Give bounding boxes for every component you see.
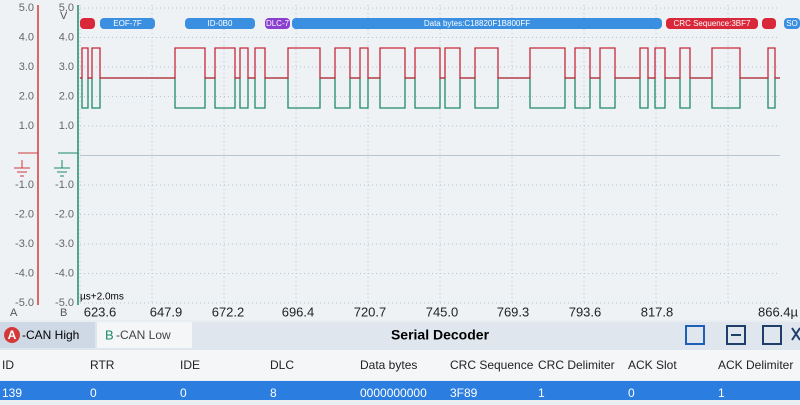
table-row-selected[interactable] bbox=[0, 381, 800, 400]
y-tick-label-b: 5.0 bbox=[59, 2, 74, 14]
x-tick-label: 793.6 bbox=[569, 304, 602, 319]
y-tick-label-b: 3.0 bbox=[59, 61, 74, 73]
x-tick-label: 623.6 bbox=[84, 304, 117, 319]
x-tick-label: 672.2 bbox=[212, 304, 245, 319]
table-cell: 0 bbox=[90, 386, 97, 400]
decoder-segment bbox=[784, 18, 800, 29]
decoder-label: DLC-7 bbox=[266, 19, 290, 28]
decoder-segment bbox=[666, 18, 758, 29]
expand-button[interactable] bbox=[762, 325, 782, 345]
chart-button[interactable] bbox=[685, 325, 705, 345]
table-cell: 0000000000 bbox=[360, 386, 427, 400]
x-tick-label: 720.7 bbox=[354, 304, 387, 319]
tab-b-label: -CAN Low bbox=[116, 328, 171, 342]
minimize-button[interactable] bbox=[726, 325, 746, 345]
y-tick-label-a: -3.0 bbox=[15, 238, 34, 250]
decoder-label: CRC Sequence:3BF7 bbox=[674, 19, 751, 28]
table-cell: 1 bbox=[718, 386, 725, 400]
y-tick-label-b: -3.0 bbox=[55, 238, 74, 250]
y-tick-label-b: 4.0 bbox=[59, 31, 74, 43]
y-tick-label-b: -5.0 bbox=[55, 297, 74, 309]
table-cell: 0 bbox=[180, 386, 187, 400]
tab-a-label: -CAN High bbox=[22, 328, 79, 342]
y-tick-label-a: 1.0 bbox=[19, 120, 34, 132]
table-cell: 139 bbox=[2, 386, 22, 400]
time-base: µs+2.0ms bbox=[80, 292, 124, 303]
table: ID RTR IDE DLC Data bytes CRC Sequence CRC Del… bbox=[2, 358, 793, 400]
panel-title: Serial Decoder bbox=[391, 327, 490, 343]
waveforms bbox=[80, 47, 780, 109]
grid bbox=[79, 5, 780, 305]
table-header: ID bbox=[2, 358, 14, 372]
y-tick-label-a: -2.0 bbox=[15, 208, 34, 220]
y-tick-label-a: 4.0 bbox=[19, 31, 34, 43]
y-tick-label-a: 3.0 bbox=[19, 61, 34, 73]
decoder-segment bbox=[265, 18, 290, 29]
table-header: RTR bbox=[90, 358, 115, 372]
table-header: CRC Sequence bbox=[450, 358, 534, 372]
unit-label: V bbox=[60, 10, 68, 22]
x-tick-label: 866.4µ bbox=[758, 304, 799, 319]
close-button[interactable] bbox=[791, 327, 800, 341]
table-header: Data bytes bbox=[360, 358, 417, 372]
decoder-label: EOF-7F bbox=[113, 19, 142, 28]
y-tick-label-b: 2.0 bbox=[59, 90, 74, 102]
table-cell: 3F89 bbox=[450, 386, 478, 400]
decoder-segment bbox=[185, 18, 255, 29]
decoder-label: SO bbox=[786, 19, 798, 28]
table-header: DLC bbox=[270, 358, 294, 372]
y-tick-label-a: 5.0 bbox=[19, 2, 34, 14]
tab-a-badge bbox=[4, 327, 20, 343]
decoder-segment bbox=[100, 18, 155, 29]
table-cell: 0 bbox=[628, 386, 635, 400]
axis-a-label: A bbox=[10, 307, 18, 319]
y-tick-label-b: -1.0 bbox=[55, 179, 74, 191]
y-tick-label-b: 1.0 bbox=[59, 120, 74, 132]
ground-b bbox=[54, 152, 78, 177]
can-low-wave bbox=[80, 77, 780, 109]
tab-a-letter: A bbox=[8, 328, 17, 342]
y-tick-label-b: -4.0 bbox=[55, 267, 74, 279]
table-header: CRC Delimiter bbox=[538, 358, 615, 372]
table-cell: 1 bbox=[538, 386, 545, 400]
ground-a bbox=[14, 152, 38, 177]
table-header: IDE bbox=[180, 358, 200, 372]
table-header-bg bbox=[0, 350, 800, 380]
can-high-wave bbox=[80, 47, 780, 79]
table-cell: 8 bbox=[270, 386, 277, 400]
x-tick-label: 745.0 bbox=[426, 304, 459, 319]
decoder-bar: EOF-7F ID-0B0 DLC-7 Data bytes:C18820F1B800… bbox=[80, 18, 800, 29]
y-tick-label-a: -5.0 bbox=[15, 297, 34, 309]
table-header: ACK Delimiter bbox=[718, 358, 793, 372]
axis-b-label: B bbox=[60, 307, 67, 319]
plot-bg bbox=[0, 0, 800, 320]
y-tick-label-a: -1.0 bbox=[15, 179, 34, 191]
decoder-segment bbox=[80, 18, 95, 29]
decoder-label: ID-0B0 bbox=[208, 19, 233, 28]
y-tick-label-b: -2.0 bbox=[55, 208, 74, 220]
y-tick-label-a: 2.0 bbox=[19, 90, 34, 102]
tab-b[interactable] bbox=[97, 322, 192, 348]
decoder-segment bbox=[762, 18, 776, 29]
table-header: ACK Slot bbox=[628, 358, 677, 372]
decoder-label: Data bytes:C18820F1B800FF bbox=[424, 19, 530, 28]
x-tick-label: 817.8 bbox=[641, 304, 674, 319]
tab-b-letter: B bbox=[105, 327, 114, 342]
decoder-segment bbox=[292, 18, 662, 29]
y-tick-label-a: -4.0 bbox=[15, 267, 34, 279]
x-tick-label: 647.9 bbox=[150, 304, 183, 319]
x-tick-label: 696.4 bbox=[282, 304, 315, 319]
x-tick-label: 769.3 bbox=[497, 304, 530, 319]
